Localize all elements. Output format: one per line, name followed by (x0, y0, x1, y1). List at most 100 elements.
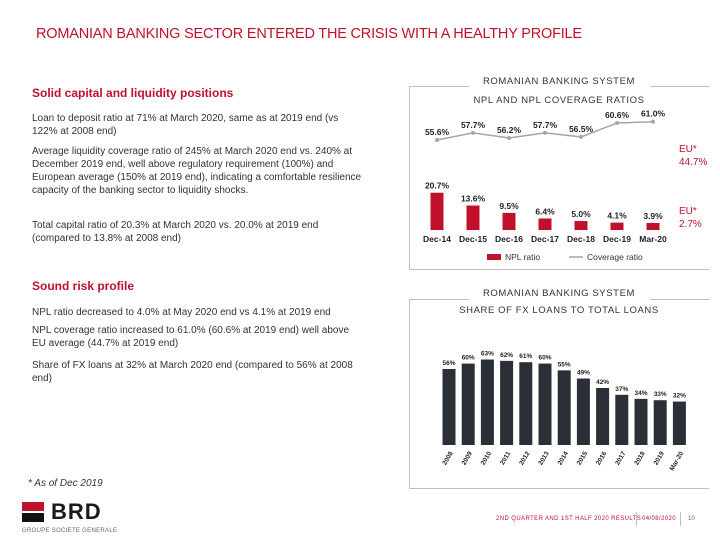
x-tick-label: Dec-18 (567, 234, 595, 244)
brand-logo-text: BRD (51, 499, 102, 524)
eu-coverage-value: 44.7% (679, 157, 708, 168)
logo-black-block (22, 512, 44, 522)
footer-page-number: 10 (688, 516, 695, 522)
chart1-title-line2: NPL AND NPL COVERAGE RATIOS (473, 95, 645, 106)
x-tick-label: 2010 (480, 450, 493, 466)
fx-bar (596, 388, 610, 445)
coverage-point (615, 121, 619, 126)
paragraph-liquidity-coverage: Average liquidity coverage ratio of 245%… (32, 146, 362, 196)
npl-bar (430, 192, 444, 230)
coverage-label: 55.6% (425, 127, 450, 137)
fx-bar-label: 61% (519, 353, 532, 360)
eu-coverage-label: EU* (679, 144, 697, 155)
section-heading-risk: Sound risk profile (32, 279, 135, 293)
paragraph-npl-coverage: NPL coverage ratio increased to 61.0% (6… (32, 325, 350, 349)
fx-bar-label: 60% (538, 355, 551, 362)
x-tick-label: 2017 (614, 450, 627, 466)
paragraph-loan-deposit: Loan to deposit ratio at 71% at March 20… (32, 113, 339, 137)
x-tick-label: 2008 (441, 450, 454, 466)
brand-subtitle: GROUPE SOCIETE GENERALE (22, 528, 118, 534)
fx-bar (672, 401, 686, 445)
chart1-bottom-border (409, 269, 709, 270)
x-tick-label: 2018 (633, 450, 646, 466)
chart2-title-line2: SHARE OF FX LOANS TO TOTAL LOANS (459, 305, 659, 316)
fx-bar (557, 370, 571, 445)
fx-bar-label: 37% (615, 386, 628, 393)
x-tick-label: 2013 (537, 450, 550, 466)
chart1-top-rule-right (650, 86, 710, 87)
chart2-top-rule-right (650, 299, 710, 300)
npl-bar-label: 9.5% (499, 201, 519, 211)
logo-white-stripe (22, 511, 44, 513)
npl-bar (646, 222, 660, 230)
chart1-top-rule-left (409, 86, 469, 87)
npl-bar-label: 4.1% (607, 211, 627, 221)
fx-bar-label: 60% (462, 355, 475, 362)
x-tick-label: Dec-17 (531, 234, 559, 244)
fx-bar (500, 360, 514, 445)
npl-bar (502, 212, 516, 230)
paragraph-npl-ratio: NPL ratio decreased to 4.0% at May 2020 … (32, 307, 331, 318)
x-tick-label: Dec-16 (495, 234, 523, 244)
fx-bar (576, 378, 590, 445)
legend-npl-label: NPL ratio (505, 252, 540, 262)
fx-bar-label: 34% (634, 390, 647, 397)
coverage-label: 57.7% (461, 120, 486, 130)
fx-bar (442, 369, 456, 445)
paragraph-capital-ratio: Total capital ratio of 20.3% at March 20… (32, 220, 319, 244)
fx-bar (653, 400, 667, 445)
fx-bar-label: 32% (673, 393, 686, 400)
legend-npl-swatch (487, 254, 501, 260)
fx-bar (519, 362, 533, 445)
x-tick-label: Dec-19 (603, 234, 631, 244)
fx-bar (634, 398, 648, 445)
npl-bar (610, 222, 624, 230)
fx-bar-label: 33% (654, 391, 667, 398)
coverage-point (435, 137, 439, 142)
fx-bar (461, 363, 475, 445)
npl-chart: 20.7% Dec-14 13.6% Dec-15 9.5% Dec-16 6.4% Dec-… (423, 110, 667, 262)
coverage-label: 57.7% (533, 120, 558, 130)
npl-bar (538, 218, 552, 230)
fx-bar-label: 49% (577, 370, 590, 377)
coverage-point (507, 135, 511, 140)
x-tick-label: 2009 (461, 450, 474, 466)
fx-bar-label: 63% (481, 351, 494, 358)
footnote: * As of Dec 2019 (28, 478, 103, 489)
x-tick-label: Dec-15 (459, 234, 487, 244)
chart1-left-border (409, 86, 410, 270)
legend-coverage-label: Coverage ratio (587, 252, 643, 262)
logo-red-block (22, 502, 44, 512)
npl-bar (574, 221, 588, 230)
footer-results-text: 2ND QUARTER AND 1ST HALF 2020 RESULTS (496, 516, 642, 522)
coverage-point (543, 130, 547, 135)
npl-bar-label: 6.4% (535, 206, 555, 216)
coverage-label: 56.5% (569, 124, 594, 134)
coverage-point (579, 134, 583, 139)
fx-bar (480, 359, 494, 445)
x-tick-label: Mar-20 (639, 234, 667, 244)
x-tick-label: 2012 (518, 450, 531, 466)
npl-bar-label: 3.9% (643, 211, 663, 221)
fx-bar (615, 394, 629, 445)
fx-bar-label: 42% (596, 379, 609, 386)
x-tick-label: Mar-20 (669, 450, 686, 472)
x-tick-label: 2016 (595, 450, 608, 466)
fx-bar-label: 55% (558, 361, 571, 368)
chart2-left-border (409, 299, 410, 489)
x-tick-label: 2014 (557, 450, 570, 466)
page-title: ROMANIAN BANKING SECTOR ENTERED THE CRIS… (36, 26, 582, 42)
chart2-title-line1: ROMANIAN BANKING SYSTEM (482, 288, 636, 299)
chart2-top-rule-left (409, 299, 469, 300)
paragraph-fx-loans: Share of FX loans at 32% at March 2020 e… (32, 360, 353, 384)
footer-date: 04/08/2020 (642, 516, 677, 522)
npl-bar (466, 205, 480, 230)
chart1-title-line1: ROMANIAN BANKING SYSTEM (482, 76, 636, 87)
x-tick-label: Dec-14 (423, 234, 451, 244)
coverage-label: 61.0% (641, 110, 666, 119)
fx-bar-label: 56% (442, 360, 455, 367)
coverage-point (651, 119, 655, 124)
npl-bar-label: 13.6% (461, 194, 486, 204)
x-tick-label: 2019 (653, 450, 666, 466)
footer-divider-2 (680, 512, 681, 526)
